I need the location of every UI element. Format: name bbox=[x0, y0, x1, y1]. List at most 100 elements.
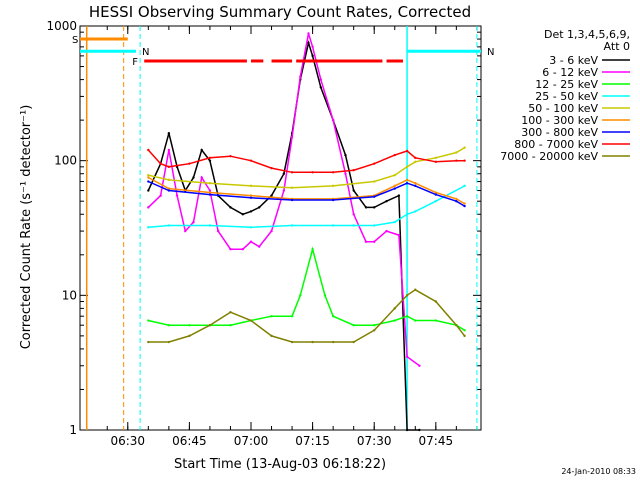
series-point bbox=[434, 191, 438, 194]
x-tick-label: 07:15 bbox=[295, 434, 330, 448]
series-point bbox=[299, 75, 302, 78]
legend-label: 300 - 800 keV bbox=[521, 126, 598, 139]
series-point bbox=[290, 340, 294, 344]
series-point bbox=[270, 314, 273, 318]
series-point bbox=[414, 160, 417, 164]
series-point bbox=[249, 319, 253, 322]
series-point bbox=[405, 165, 409, 169]
series-point bbox=[167, 340, 171, 344]
series-point bbox=[434, 319, 438, 322]
series-point bbox=[147, 189, 150, 192]
series-point bbox=[393, 173, 396, 177]
series-point bbox=[323, 294, 327, 297]
series-point bbox=[167, 189, 171, 192]
series-line bbox=[147, 39, 420, 431]
series-point bbox=[393, 319, 396, 322]
legend-label: 7000 - 20000 keV bbox=[500, 150, 598, 163]
series-point bbox=[393, 307, 396, 310]
series-point bbox=[418, 428, 421, 432]
series-point bbox=[311, 248, 314, 251]
series-point bbox=[208, 189, 212, 192]
series-point bbox=[258, 206, 261, 209]
series-point bbox=[270, 229, 273, 233]
series-point bbox=[414, 184, 417, 188]
series-point bbox=[290, 186, 294, 189]
series-point bbox=[229, 154, 232, 158]
series-point bbox=[208, 159, 212, 162]
series-point bbox=[434, 160, 438, 164]
series-point bbox=[373, 329, 376, 332]
series-point bbox=[290, 198, 294, 202]
y-tick-label: 10 bbox=[62, 288, 77, 302]
series-point bbox=[188, 334, 191, 338]
series-point bbox=[405, 213, 409, 216]
series-point bbox=[463, 159, 466, 162]
legend-header: Att 0 bbox=[604, 40, 630, 53]
series-point bbox=[311, 340, 314, 344]
series-point bbox=[200, 148, 203, 152]
series-point bbox=[307, 32, 310, 35]
series-point bbox=[290, 314, 294, 318]
series-point bbox=[455, 197, 458, 201]
series-point bbox=[249, 240, 253, 243]
series-point bbox=[393, 220, 396, 224]
flag-label: F bbox=[132, 57, 138, 68]
series-point bbox=[249, 184, 253, 188]
series-point bbox=[229, 248, 232, 251]
x-tick-label: 07:00 bbox=[234, 434, 269, 448]
legend-label: 6 - 12 keV bbox=[542, 66, 598, 79]
series-point bbox=[229, 310, 232, 314]
x-tick-label: 06:45 bbox=[172, 434, 207, 448]
series-point bbox=[319, 86, 323, 89]
series-point bbox=[147, 176, 150, 179]
series-point bbox=[167, 148, 171, 152]
series-point bbox=[299, 294, 302, 297]
y-axis-label: Corrected Count Rate (s⁻¹ detector⁻¹) bbox=[19, 105, 34, 350]
series-point bbox=[229, 206, 232, 209]
series-point bbox=[434, 200, 438, 203]
series-point bbox=[405, 178, 409, 182]
series-point bbox=[463, 204, 466, 208]
series-point bbox=[414, 156, 417, 160]
series-point bbox=[373, 240, 376, 243]
series-point bbox=[159, 162, 162, 165]
series-point bbox=[352, 213, 355, 216]
series-point bbox=[208, 324, 212, 327]
series-point bbox=[331, 184, 335, 188]
series-point bbox=[352, 168, 355, 172]
series-point bbox=[373, 324, 376, 327]
series-point bbox=[258, 245, 261, 248]
x-tick-label: 06:30 bbox=[110, 434, 145, 448]
series-point bbox=[167, 131, 171, 135]
series-point bbox=[307, 41, 310, 45]
series-point bbox=[241, 248, 244, 251]
plot-area: 1 10 100 1000 06:30 06:45 07:00 07:15 07:30 07:45… bbox=[46, 19, 494, 448]
series-point bbox=[229, 324, 232, 327]
series-point bbox=[147, 148, 150, 152]
series-point bbox=[393, 153, 396, 157]
series-point bbox=[463, 146, 466, 149]
series-point bbox=[184, 229, 187, 233]
series-point bbox=[344, 153, 347, 157]
series-point bbox=[331, 340, 335, 344]
series-point bbox=[208, 191, 212, 194]
series-point bbox=[331, 314, 335, 318]
legend-header: Det 1,3,4,5,6,9, bbox=[544, 28, 630, 41]
series-point bbox=[282, 172, 286, 175]
legend-label: 3 - 6 keV bbox=[549, 54, 598, 67]
footer-timestamp: 24-Jan-2010 08:33 bbox=[561, 467, 636, 476]
series-point bbox=[192, 176, 195, 179]
series-point bbox=[167, 324, 171, 327]
series-point bbox=[147, 180, 150, 183]
series-point bbox=[270, 194, 273, 197]
series-point bbox=[405, 314, 409, 318]
series-point bbox=[208, 193, 212, 196]
y-tick-label: 1000 bbox=[46, 19, 77, 33]
series-point bbox=[331, 171, 335, 174]
plot-frame bbox=[79, 25, 482, 431]
series-point bbox=[405, 294, 409, 297]
flag-label: N bbox=[142, 47, 149, 58]
series-point bbox=[455, 324, 458, 327]
